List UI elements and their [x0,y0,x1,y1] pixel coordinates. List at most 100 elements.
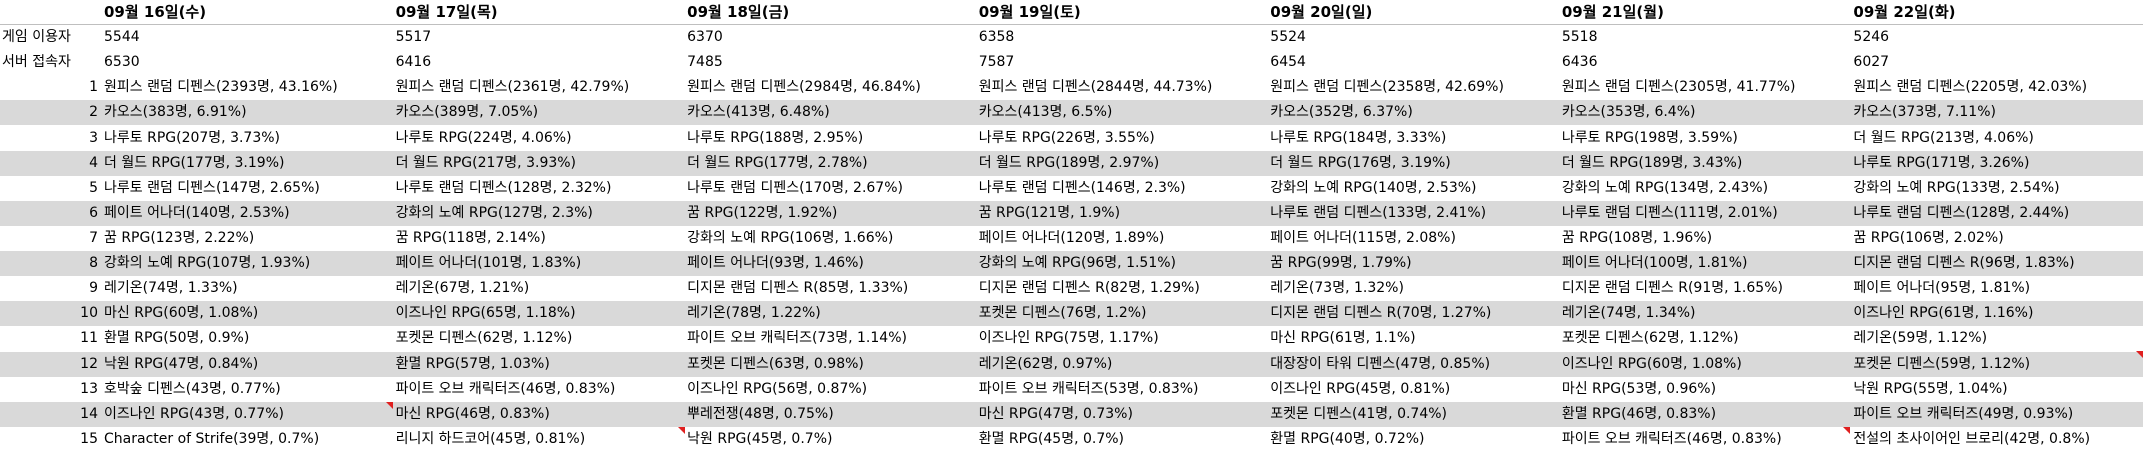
rank-number: 5 [89,179,98,196]
game-entry: 꿈 RPG(106명, 2.02%) [1853,230,2004,246]
game-entry: 나루토 RPG(171명, 3.26%) [1853,154,2030,171]
game-entry: 레기온(59명, 1.12%) [1853,330,1988,347]
game-entry: 꿈 RPG(108명, 1.96%) [1561,230,1713,246]
game-entry: 페이트 어나더(101명, 1.83%) [395,255,582,272]
summary-value: 5524 [1270,29,1306,46]
header-rule [0,24,2143,26]
summary-value: 6454 [1270,54,1306,71]
game-entry: 이즈나인 RPG(60명, 1.08%) [1561,355,1742,372]
game-entry: 카오스(383명, 6.91%) [104,104,247,121]
game-entry: 카오스(413명, 6.5%) [978,104,1113,121]
game-entry: 나루토 RPG(224명, 4.06%) [395,129,572,146]
game-entry: 꿈 RPG(122명, 1.92%) [687,204,838,221]
game-entry: 나루토 랜덤 디펜스(128명, 2.44%) [1853,204,2070,221]
game-entry: 페이트 어나더(100명, 1.81%) [1561,255,1748,272]
rank-number: 3 [89,129,98,146]
game-entry: 포켓몬 디펜스(76명, 1.2%) [978,305,1147,322]
rank-number: 2 [89,104,98,121]
rank-number: 14 [80,405,98,422]
game-entry: 나루토 RPG(226명, 3.55%) [978,129,1155,146]
game-entry: 파이트 오브 캐릭터즈(49명, 0.93%) [1853,405,2074,422]
game-entry: 페이트 어나더(93명, 1.46%) [687,255,864,272]
game-entry: 포켓몬 디펜스(62명, 1.12%) [1561,330,1739,347]
game-entry: 나루토 랜덤 디펜스(133명, 2.41%) [1270,204,1487,221]
comment-marker [678,427,685,434]
game-entry: 이즈나인 RPG(65명, 1.18%) [395,305,576,322]
game-entry: 대장장이 타워 디펜스(47명, 0.85%) [1270,355,1491,372]
summary-value: 6530 [104,54,140,71]
game-entry: 원피스 랜덤 디펜스(2305명, 41.77%) [1561,79,1796,96]
game-entry: 전설의 초사이어인 브로리(42명, 0.8%) [1853,430,2091,447]
game-entry: 파이트 오브 캐릭터즈(53명, 0.83%) [978,380,1199,397]
game-entry: 호박숲 디펜스(43명, 0.77%) [104,380,281,397]
game-entry: 레기온(74명, 1.34%) [1561,305,1696,322]
game-entry: 마신 RPG(61명, 1.1%) [1270,330,1416,347]
rank-number: 11 [80,330,98,347]
game-entry: 마신 RPG(47명, 0.73%) [978,405,1133,422]
date-header: 09월 17일(목) [395,3,498,21]
game-entry: 이즈나인 RPG(45명, 0.81%) [1270,380,1451,397]
game-entry: 디지몬 랜덤 디펜스 R(91명, 1.65%) [1561,280,1783,297]
summary-value: 6416 [395,54,432,71]
game-entry: 낙원 RPG(45명, 0.7%) [687,430,833,447]
summary-value: 6358 [978,29,1015,46]
game-entry: 디지몬 랜덤 디펜스 R(85명, 1.33%) [687,280,909,297]
game-entry: 카오스(353명, 6.4%) [1561,104,1696,121]
game-entry: 더 월드 RPG(177명, 3.19%) [104,154,285,171]
date-header: 09월 19일(토) [978,3,1081,21]
row-label: 게임 이용자 [2,29,71,46]
game-entry: 강화의 노예 RPG(133명, 2.54%) [1853,179,2060,196]
game-entry: 레기온(62명, 0.97%) [978,355,1113,372]
game-entry: 강화의 노예 RPG(140명, 2.53%) [1270,179,1477,196]
game-entry: 더 월드 RPG(189명, 3.43%) [1561,154,1743,171]
game-entry: 환멸 RPG(45명, 0.7%) [978,430,1125,447]
game-entry: 환멸 RPG(50명, 0.9%) [104,330,250,347]
game-entry: Character of Strife(39명, 0.7%) [104,430,320,447]
comment-marker [2136,351,2143,358]
game-entry: 낙원 RPG(55명, 1.04%) [1853,380,2008,397]
game-entry: 나루토 RPG(188명, 2.95%) [687,129,864,146]
game-entry: 원피스 랜덤 디펜스(2984명, 46.84%) [687,79,921,96]
game-entry: 나루토 랜덤 디펜스(128명, 2.32%) [395,179,612,196]
game-entry: 이즈나인 RPG(56명, 0.87%) [687,380,868,397]
game-entry: 포켓몬 디펜스(62명, 1.12%) [395,330,573,347]
game-entry: 환멸 RPG(46명, 0.83%) [1561,405,1717,422]
row-label: 서버 접속자 [2,54,71,71]
rank-number: 9 [89,280,98,297]
game-entry: 더 월드 RPG(217명, 3.93%) [395,154,577,171]
game-entry: 더 월드 RPG(176명, 3.19%) [1270,154,1451,171]
game-entry: 이즈나인 RPG(61명, 1.16%) [1853,305,2034,322]
game-entry: 파이트 오브 캐릭터즈(73명, 1.14%) [687,330,907,347]
game-entry: 강화의 노예 RPG(107명, 1.93%) [104,255,311,272]
game-entry: 꿈 RPG(121명, 1.9%) [978,204,1121,221]
row-shade [0,251,2143,277]
game-entry: 파이트 오브 캐릭터즈(46명, 0.83%) [395,380,616,397]
game-entry: 이즈나인 RPG(75명, 1.17%) [978,330,1159,347]
game-entry: 환멸 RPG(40명, 0.72%) [1270,430,1425,447]
row-shade [0,200,2143,226]
game-entry: 나루토 랜덤 디펜스(170명, 2.67%) [687,179,903,196]
summary-value: 6027 [1853,54,1890,71]
game-entry: 포켓몬 디펜스(41명, 0.74%) [1270,405,1448,422]
summary-value: 5544 [104,29,140,46]
rank-number: 4 [89,154,98,171]
game-entry: 원피스 랜덤 디펜스(2358명, 42.69%) [1270,79,1504,96]
game-entry: 나루토 랜덤 디펜스(147명, 2.65%) [104,179,320,196]
game-entry: 마신 RPG(46명, 0.83%) [395,405,550,422]
game-entry: 페이트 어나더(115명, 2.08%) [1270,230,1456,246]
game-entry: 레기온(74명, 1.33%) [104,280,238,297]
date-header: 09월 21일(월) [1561,3,1664,21]
rank-number: 15 [80,430,98,447]
rank-number: 8 [89,255,98,272]
game-entry: 원피스 랜덤 디펜스(2844명, 44.73%) [978,79,1213,96]
game-entry: 낙원 RPG(47명, 0.84%) [104,355,259,372]
comment-marker [386,402,393,409]
game-entry: 디지몬 랜덤 디펜스 R(70명, 1.27%) [1270,305,1492,322]
game-entry: 강화의 노예 RPG(106명, 1.66%) [687,230,894,246]
row-shade [0,401,2143,427]
game-entry: 마신 RPG(60명, 1.08%) [104,305,259,322]
game-entry: 나루토 RPG(207명, 3.73%) [104,129,281,146]
game-entry: 레기온(67명, 1.21%) [395,280,530,297]
date-header: 09월 18일(금) [687,3,790,21]
